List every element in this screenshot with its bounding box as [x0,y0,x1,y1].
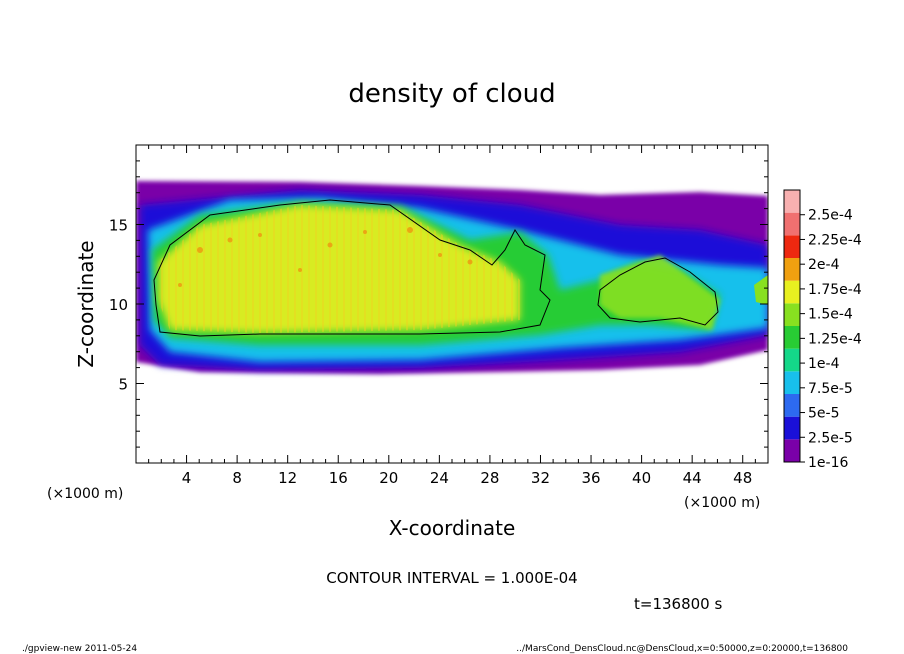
colorbar-label: 5e-5 [808,406,839,422]
contour-interval: CONTOUR INTERVAL = 1.000E-04 [326,569,577,587]
field-right-patch [600,255,720,330]
x-tick-label: 8 [232,469,242,487]
colorbar-label: 1e-4 [808,356,840,372]
colorbar-segment [784,416,800,440]
contour-line-right [597,257,719,326]
field-right-edge [754,275,768,305]
y-tick-label: 10 [109,296,128,314]
x-tick-label: 48 [733,469,752,487]
colorbar-segment [784,190,800,213]
x-tick-label: 28 [480,469,499,487]
colorbar-segment [784,303,800,326]
x-tick-label: 16 [329,469,348,487]
time-label: t=136800 s [634,595,722,613]
colorbar-segment [784,212,800,236]
colorbar: 1e-16 2.5e-5 5e-5 7.5e-5 1e-4 1.25e-4 1.5e-4 1.… [783,189,862,471]
x-tick-label: 44 [683,469,702,487]
x-tick-label: 20 [379,469,398,487]
contour-line [153,199,551,337]
heatmap-field [136,181,768,374]
colorbar-label: 2.25e-4 [808,232,862,248]
colorbar-segment [784,280,800,304]
colorbar-segment [784,326,800,349]
x-tick-label: 12 [278,469,297,487]
colorbar-segment [784,235,800,258]
x-tick-label: 32 [531,469,550,487]
colorbar-label: 1e-16 [808,455,848,471]
x-tick-label: 24 [430,469,449,487]
field-yellow-stripes [158,205,520,333]
chart-title: density of cloud [348,79,555,109]
x-tick-label: 4 [182,469,192,487]
colorbar-segment [784,394,800,417]
footer-left: ./gpview-new 2011-05-24 [22,644,137,654]
colorbar-label: 2.5e-5 [808,430,853,446]
field-orange-speckles [178,227,473,287]
colorbar-segment [784,439,800,462]
colorbar-label: 2e-4 [808,257,840,273]
colorbar-label: 2.5e-4 [808,208,853,224]
y-tick-label: 5 [118,376,128,394]
x-tick-label: 40 [632,469,651,487]
x-axis-title: X-coordinate [389,516,516,540]
colorbar-label: 1.5e-4 [808,307,853,323]
colorbar-segment [784,258,800,281]
x-axis-unit: (×1000 m) [47,486,123,502]
y-tick-label: 15 [109,217,128,235]
colorbar-segment [784,371,800,394]
colorbar-segment [784,348,800,372]
colorbar-label: 1.25e-4 [808,331,862,347]
y-axis-title: Z-coordinate [74,240,98,367]
colorbar-frame [783,189,801,463]
colorbar-label: 1.75e-4 [808,282,862,298]
colorbar-label: 7.5e-5 [808,381,853,397]
footer-right: ../MarsCond_DensCloud.nc@DensCloud,x=0:5… [516,644,848,654]
z-axis-unit: (×1000 m) [684,495,760,511]
x-tick-label: 36 [581,469,600,487]
